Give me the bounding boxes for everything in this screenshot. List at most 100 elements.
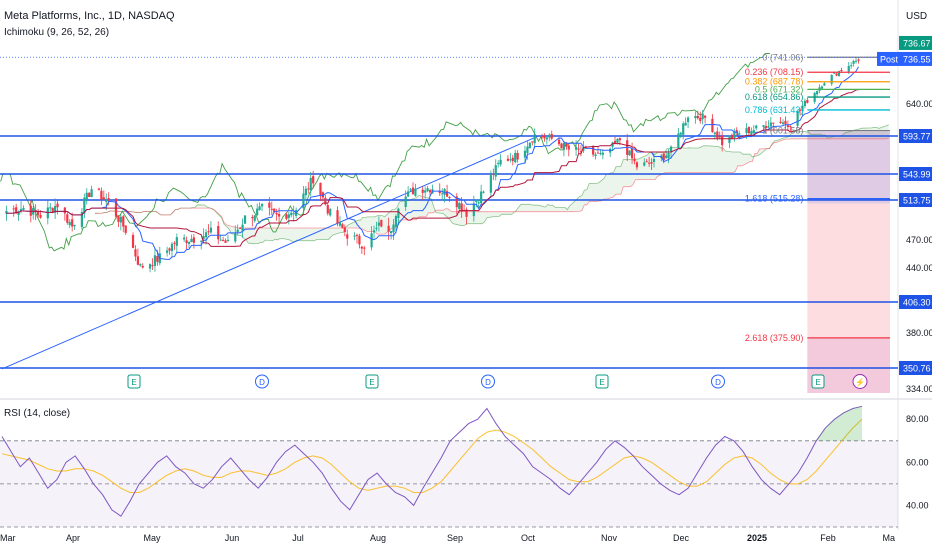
candle-body — [88, 192, 91, 198]
indicator-label: Ichimoku (9, 26, 52, 26) — [4, 27, 109, 38]
candle-body — [733, 131, 736, 138]
candle-body — [611, 142, 614, 147]
ichimoku-lagging-span — [0, 53, 770, 252]
candle-body — [445, 191, 449, 197]
candle-body — [718, 136, 721, 138]
last-price-tag — [899, 35, 932, 50]
candle-body — [428, 190, 432, 193]
ichimoku-cloud — [95, 124, 889, 244]
candle-body — [370, 233, 373, 248]
candle-body — [426, 188, 429, 192]
ichimoku-conversion-line — [6, 66, 859, 260]
candle-body — [769, 122, 772, 127]
candle-body — [107, 198, 110, 201]
time-axis-tick: Sep — [447, 533, 463, 543]
candle-body — [669, 146, 673, 153]
dividend-marker[interactable] — [255, 374, 269, 389]
fib-label: 0 (741.06) — [762, 52, 803, 62]
earnings-marker[interactable] — [595, 374, 609, 389]
candle-body — [511, 157, 514, 162]
price-level-tag — [899, 193, 932, 207]
candle-body — [704, 115, 707, 118]
candle-body — [19, 209, 23, 212]
candle-body — [730, 134, 734, 139]
candle-body — [789, 126, 792, 128]
candle-body — [236, 229, 239, 233]
candle-body — [275, 213, 278, 215]
candle-body — [168, 248, 171, 251]
candle-body — [63, 207, 66, 214]
candle-body — [833, 72, 836, 74]
candle-body — [579, 151, 583, 153]
candle-body — [97, 188, 101, 190]
candle-body — [455, 196, 458, 208]
candle-body — [243, 215, 247, 224]
price-axis-tick: 440.00 — [906, 263, 932, 273]
candle-body — [414, 188, 417, 196]
candle-body — [273, 208, 276, 213]
time-axis-tick: Apr — [66, 533, 80, 543]
split-event-icon[interactable] — [852, 374, 868, 389]
trend-line[interactable] — [1, 136, 538, 370]
candle-body — [665, 155, 668, 159]
dividend-marker[interactable] — [711, 374, 725, 389]
candle-body — [850, 65, 853, 67]
candle-body — [175, 237, 178, 246]
candle-body — [117, 216, 120, 222]
static-layer: Meta Platforms, Inc., 1D, NASDAQ Ichimok… — [0, 0, 932, 530]
candle-body — [652, 159, 656, 162]
candle-body — [650, 162, 653, 164]
candle-body — [114, 198, 118, 217]
price-level-tag-text: 350.76 — [903, 364, 931, 374]
price-level-tag-text: 406.30 — [903, 298, 931, 308]
candle-body — [204, 232, 208, 238]
candle-body — [662, 153, 665, 161]
candle-body — [148, 264, 152, 269]
candle-body — [338, 221, 342, 226]
candle-body — [292, 213, 295, 215]
candle-body — [815, 91, 819, 95]
candle-body — [407, 191, 410, 197]
earnings-marker[interactable] — [127, 374, 141, 389]
candle-body — [341, 224, 344, 228]
candle-body — [73, 225, 76, 227]
time-axis-tick: May — [143, 533, 161, 543]
candle-body — [686, 117, 690, 123]
post-market-badge[interactable] — [877, 51, 899, 66]
candle-body — [156, 256, 159, 262]
rsi-axis-tick: 60.00 — [906, 457, 929, 467]
fib-label: 1 (601.58) — [762, 126, 803, 136]
candle-body — [562, 142, 566, 150]
candle-body — [71, 219, 74, 227]
candle-body — [153, 255, 157, 266]
candle-body — [762, 125, 765, 127]
candle-body — [830, 74, 833, 84]
earnings-marker[interactable] — [365, 374, 379, 389]
fib-label: 1.618 (515.28) — [745, 194, 804, 204]
candle-body — [721, 136, 724, 146]
fib-label: 0.5 (671.32) — [755, 84, 804, 94]
candle-body — [781, 122, 785, 125]
candle-body — [577, 148, 580, 150]
price-level-tag — [899, 167, 932, 181]
price-axis-tick: 470.00 — [906, 235, 932, 245]
candle-body — [574, 146, 578, 150]
candle-body — [820, 86, 824, 89]
price-level-tag-text: 593.77 — [903, 132, 931, 142]
candle-body — [324, 197, 327, 205]
dividend-marker[interactable] — [481, 374, 495, 389]
candle-body — [528, 142, 531, 149]
candle-body — [268, 202, 271, 208]
post-market-label: Post — [880, 54, 899, 64]
candle-body — [277, 213, 281, 217]
candle-body — [857, 59, 860, 61]
candle-body — [477, 202, 480, 204]
candle-body — [329, 209, 332, 216]
candle-body — [100, 190, 103, 200]
candle-body — [226, 239, 230, 241]
earnings-marker[interactable] — [811, 374, 825, 389]
earnings-marker-label: E — [131, 378, 136, 387]
candle-body — [309, 177, 312, 191]
candle-body — [165, 250, 169, 253]
candle-body — [134, 249, 137, 257]
